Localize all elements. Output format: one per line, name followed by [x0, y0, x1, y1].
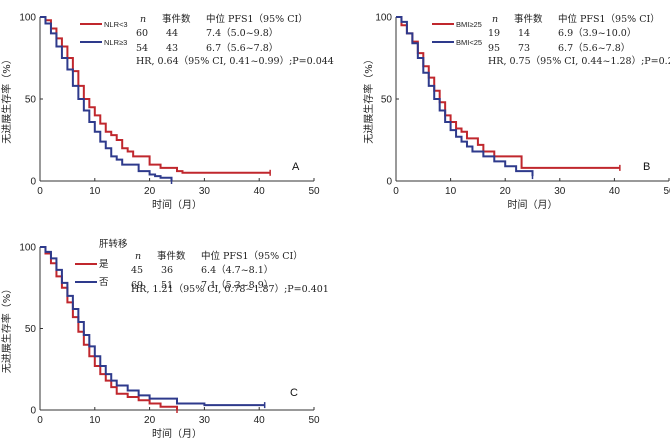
km-panel-c: 0 10 20 30 40 50 0 50 100 无进展生存率（%） 时间（月） 肝转移 n 事件数 中位… [0, 238, 329, 440]
x-tick-label: 40 [254, 186, 266, 197]
x-tick-label: 40 [609, 186, 621, 197]
legend-series-name: NLR≥3 [104, 38, 127, 47]
legend-row-n: 45 [131, 265, 143, 276]
legend-title: 肝转移 [99, 238, 128, 250]
legend-header-events: 事件数 [157, 250, 186, 262]
panel-label: A [292, 161, 300, 173]
x-tick-label: 20 [144, 415, 156, 426]
y-tick-label: 0 [30, 177, 36, 188]
legend-header-events: 事件数 [162, 13, 191, 25]
y-tick-label: 0 [30, 406, 36, 417]
legend-row-median: 6.7（5.6~7.8） [558, 42, 630, 54]
km-curve-blue [40, 246, 265, 407]
legend-row-events: 36 [161, 265, 173, 276]
y-axis-title: 无进展生存率（%） [362, 54, 375, 144]
x-tick-label: 10 [89, 415, 101, 426]
x-tick-label: 0 [37, 186, 43, 197]
y-tick-label: 50 [381, 95, 393, 106]
km-curve-red [40, 16, 271, 174]
y-tick-label: 100 [19, 13, 36, 24]
legend-series-name: 是 [99, 259, 109, 270]
x-tick-label: 30 [199, 186, 211, 197]
x-tick-label: 10 [445, 186, 457, 197]
y-tick-label: 50 [25, 95, 37, 106]
legend-row-median: 7.4（5.0~9.8） [206, 27, 278, 39]
km-curve-blue [396, 16, 534, 177]
legend-header-median: 中位 PFS1（95% CI） [206, 13, 308, 25]
km-panel-b: 0 10 20 30 40 50 0 50 100 无进展生存率（%） 时间（月） n 事件数 中位 PF… [362, 13, 670, 212]
x-axis-title: 时间（月） [152, 198, 202, 211]
stat-summary: HR, 1.21（95% CI, 0.78~1.87）;P=0.401 [131, 283, 329, 295]
y-tick-label: 100 [375, 13, 392, 24]
stat-summary: HR, 0.75（95% CI, 0.44~1.28）;P=0.290 [488, 55, 670, 67]
y-tick-label: 50 [25, 324, 37, 335]
legend-row-median: 6.9（3.9~10.0） [558, 27, 636, 39]
x-tick-label: 10 [89, 186, 101, 197]
y-axis-title: 无进展生存率（%） [0, 284, 13, 374]
x-tick-label: 0 [393, 186, 399, 197]
x-tick-label: 30 [554, 186, 566, 197]
legend-row-n: 54 [136, 43, 148, 54]
legend-header-n: n [492, 14, 498, 25]
x-tick-label: 30 [199, 415, 211, 426]
panel-label: C [290, 387, 298, 399]
x-tick-label: 50 [308, 186, 320, 197]
y-axis-title: 无进展生存率（%） [0, 54, 13, 144]
legend-row-n: 60 [136, 28, 148, 39]
legend-row-n: 95 [488, 43, 500, 54]
legend-row-events: 14 [518, 28, 530, 39]
x-tick-label: 40 [254, 415, 266, 426]
legend-header-events: 事件数 [514, 13, 543, 25]
km-curve-red [40, 246, 178, 410]
legend-series-name: BMI<25 [456, 38, 482, 47]
legend-series-name: NLR<3 [104, 20, 128, 29]
x-tick-label: 20 [144, 186, 156, 197]
legend-row-median: 6.7（5.6~7.8） [206, 42, 278, 54]
legend-header-n: n [135, 251, 141, 262]
legend-header-median: 中位 PFS1（95% CI） [201, 250, 303, 262]
legend-row-events: 44 [166, 28, 178, 39]
x-tick-label: 0 [37, 415, 43, 426]
legend-row-n: 69 [131, 280, 143, 291]
km-curve-blue [40, 16, 173, 181]
y-tick-label: 0 [386, 177, 392, 188]
stat-summary: HR, 0.64（95% CI, 0.41~0.99）;P=0.044 [136, 55, 334, 67]
km-curve-red [396, 16, 620, 169]
legend-header-median: 中位 PFS1（95% CI） [558, 13, 660, 25]
legend-row-median: 7.1（5.3~8.9） [201, 279, 273, 291]
legend-row-n: 19 [488, 28, 500, 39]
legend-row-events: 51 [161, 280, 173, 291]
y-tick-label: 100 [19, 243, 36, 254]
legend-series-name: BMI≥25 [456, 20, 482, 29]
x-tick-label: 50 [663, 186, 670, 197]
x-axis-title: 时间（月） [152, 427, 202, 440]
panel-label: B [643, 161, 650, 173]
x-tick-label: 50 [308, 415, 320, 426]
legend-row-events: 43 [166, 43, 178, 54]
x-axis-title: 时间（月） [508, 198, 558, 211]
legend-series-name: 否 [99, 277, 109, 288]
legend-row-median: 6.4（4.7~8.1） [201, 264, 273, 276]
x-tick-label: 20 [500, 186, 512, 197]
legend-header-n: n [140, 14, 146, 25]
legend-row-events: 73 [518, 43, 530, 54]
km-panel-a: 0 10 20 30 40 50 0 50 100 无进展生存率（%） 时间（月） n 事件数 中位 PF… [0, 13, 334, 212]
